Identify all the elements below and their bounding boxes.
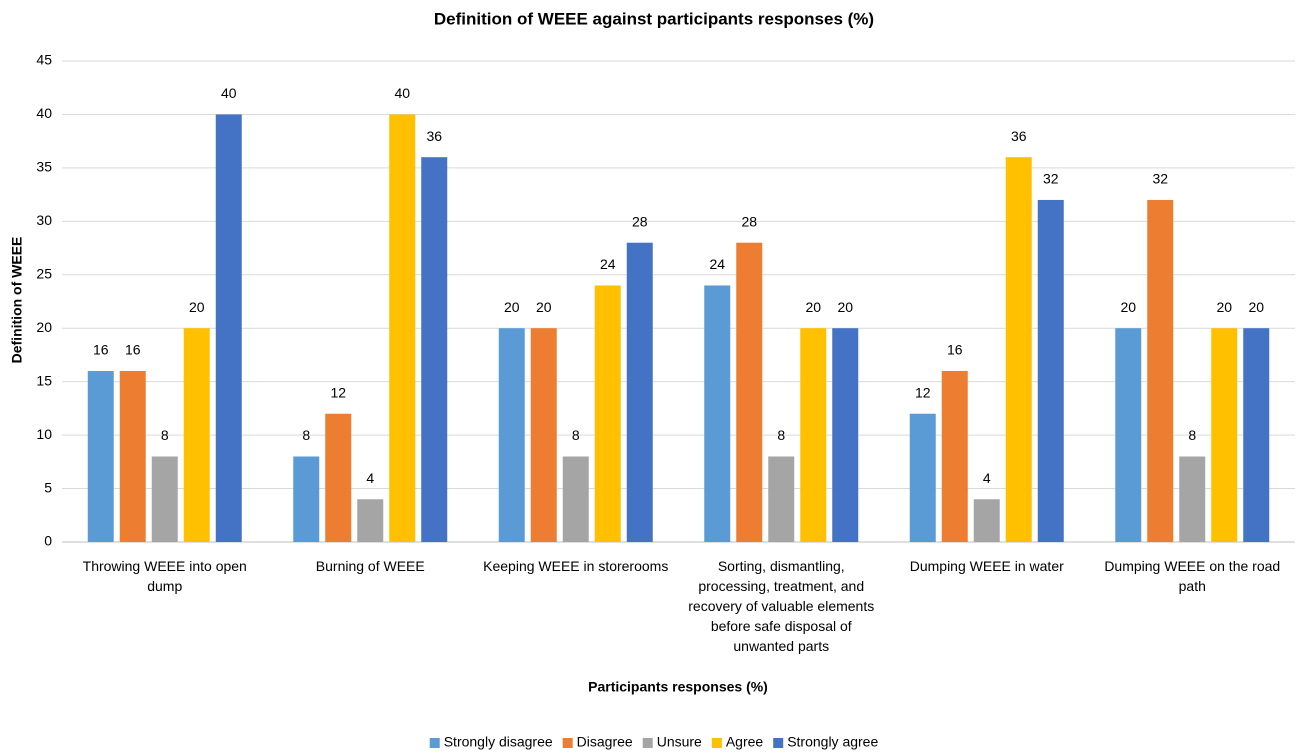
data-label: 20 [504, 299, 520, 315]
bar [626, 242, 653, 542]
data-label: 36 [1011, 128, 1027, 144]
bar [293, 456, 320, 542]
data-label: 20 [1120, 299, 1136, 315]
data-label: 32 [1152, 171, 1168, 187]
bar [87, 370, 114, 542]
legend-swatch [711, 738, 722, 748]
legend-swatch [429, 738, 440, 748]
bar [941, 370, 968, 542]
bar [973, 499, 1000, 542]
data-label: 20 [1248, 299, 1264, 315]
legend-label: Agree [726, 734, 764, 750]
bar [1037, 199, 1064, 542]
x-tick-label: Sorting, dismantling, processing, treatm… [688, 558, 875, 654]
legend-label: Strongly agree [787, 734, 878, 750]
bar [151, 456, 178, 542]
x-tick-label: Throwing WEEE into open dump [82, 558, 247, 594]
bar [1211, 328, 1238, 542]
legend-swatch [642, 738, 653, 748]
bar [800, 328, 827, 542]
data-label: 28 [741, 213, 757, 229]
data-label: 16 [125, 342, 141, 358]
y-tick-label: 10 [36, 426, 52, 442]
legend-swatch [773, 738, 784, 748]
data-label: 8 [1188, 427, 1196, 443]
bar [1147, 199, 1174, 542]
data-label: 16 [947, 342, 963, 358]
y-tick-label: 30 [36, 212, 52, 228]
y-tick-label: 35 [36, 159, 52, 175]
y-tick-label: 0 [44, 533, 52, 549]
y-tick-label: 25 [36, 265, 52, 281]
bar [389, 114, 416, 542]
y-tick-label: 40 [36, 105, 52, 121]
x-tick-label: Keeping WEEE in storerooms [483, 558, 669, 574]
x-tick-label: Dumping WEEE on the road path [1104, 558, 1281, 594]
x-axis-title: Participants responses (%) [588, 679, 768, 695]
data-label: 36 [426, 128, 442, 144]
data-label: 20 [189, 299, 205, 315]
bar [736, 242, 763, 542]
bar [768, 456, 795, 542]
legend-swatch [562, 738, 573, 748]
bar [421, 157, 448, 542]
y-tick-label: 45 [36, 52, 52, 68]
bar [562, 456, 589, 542]
data-label: 40 [394, 85, 410, 101]
bar [530, 328, 557, 542]
y-tick-label: 5 [44, 479, 52, 495]
bar [1179, 456, 1206, 542]
data-label: 20 [805, 299, 821, 315]
y-tick-label: 15 [36, 372, 52, 388]
data-label: 4 [366, 470, 374, 486]
data-label: 40 [221, 85, 237, 101]
data-label: 8 [161, 427, 169, 443]
bar [704, 285, 731, 542]
bar [119, 370, 146, 542]
bar [1115, 328, 1142, 542]
bar [832, 328, 859, 542]
x-tick-label: Dumping WEEE in water [909, 558, 1064, 574]
bar [183, 328, 210, 542]
bar [325, 413, 352, 542]
legend-label: Disagree [577, 734, 633, 750]
legend-label: Unsure [657, 734, 702, 750]
bar [594, 285, 621, 542]
data-label: 8 [302, 427, 310, 443]
data-label: 32 [1043, 171, 1059, 187]
data-label: 28 [632, 213, 648, 229]
y-axis-title: Definition of WEEE [9, 237, 25, 364]
data-label: 20 [837, 299, 853, 315]
data-label: 20 [536, 299, 552, 315]
data-label: 12 [330, 384, 346, 400]
bar [215, 114, 242, 542]
chart-title: Definition of WEEE against participants … [434, 9, 874, 28]
bar [498, 328, 525, 542]
bar [357, 499, 384, 542]
data-label: 16 [93, 342, 109, 358]
data-label: 8 [777, 427, 785, 443]
data-label: 24 [600, 256, 616, 272]
data-label: 20 [1216, 299, 1232, 315]
data-label: 8 [572, 427, 580, 443]
bar [1005, 157, 1032, 542]
y-tick-label: 20 [36, 319, 52, 335]
legend-label: Strongly disagree [444, 734, 553, 750]
data-label: 12 [915, 384, 931, 400]
bar [909, 413, 936, 542]
data-label: 4 [983, 470, 991, 486]
data-label: 24 [709, 256, 725, 272]
bar [1243, 328, 1270, 542]
x-tick-label: Burning of WEEE [315, 558, 425, 574]
